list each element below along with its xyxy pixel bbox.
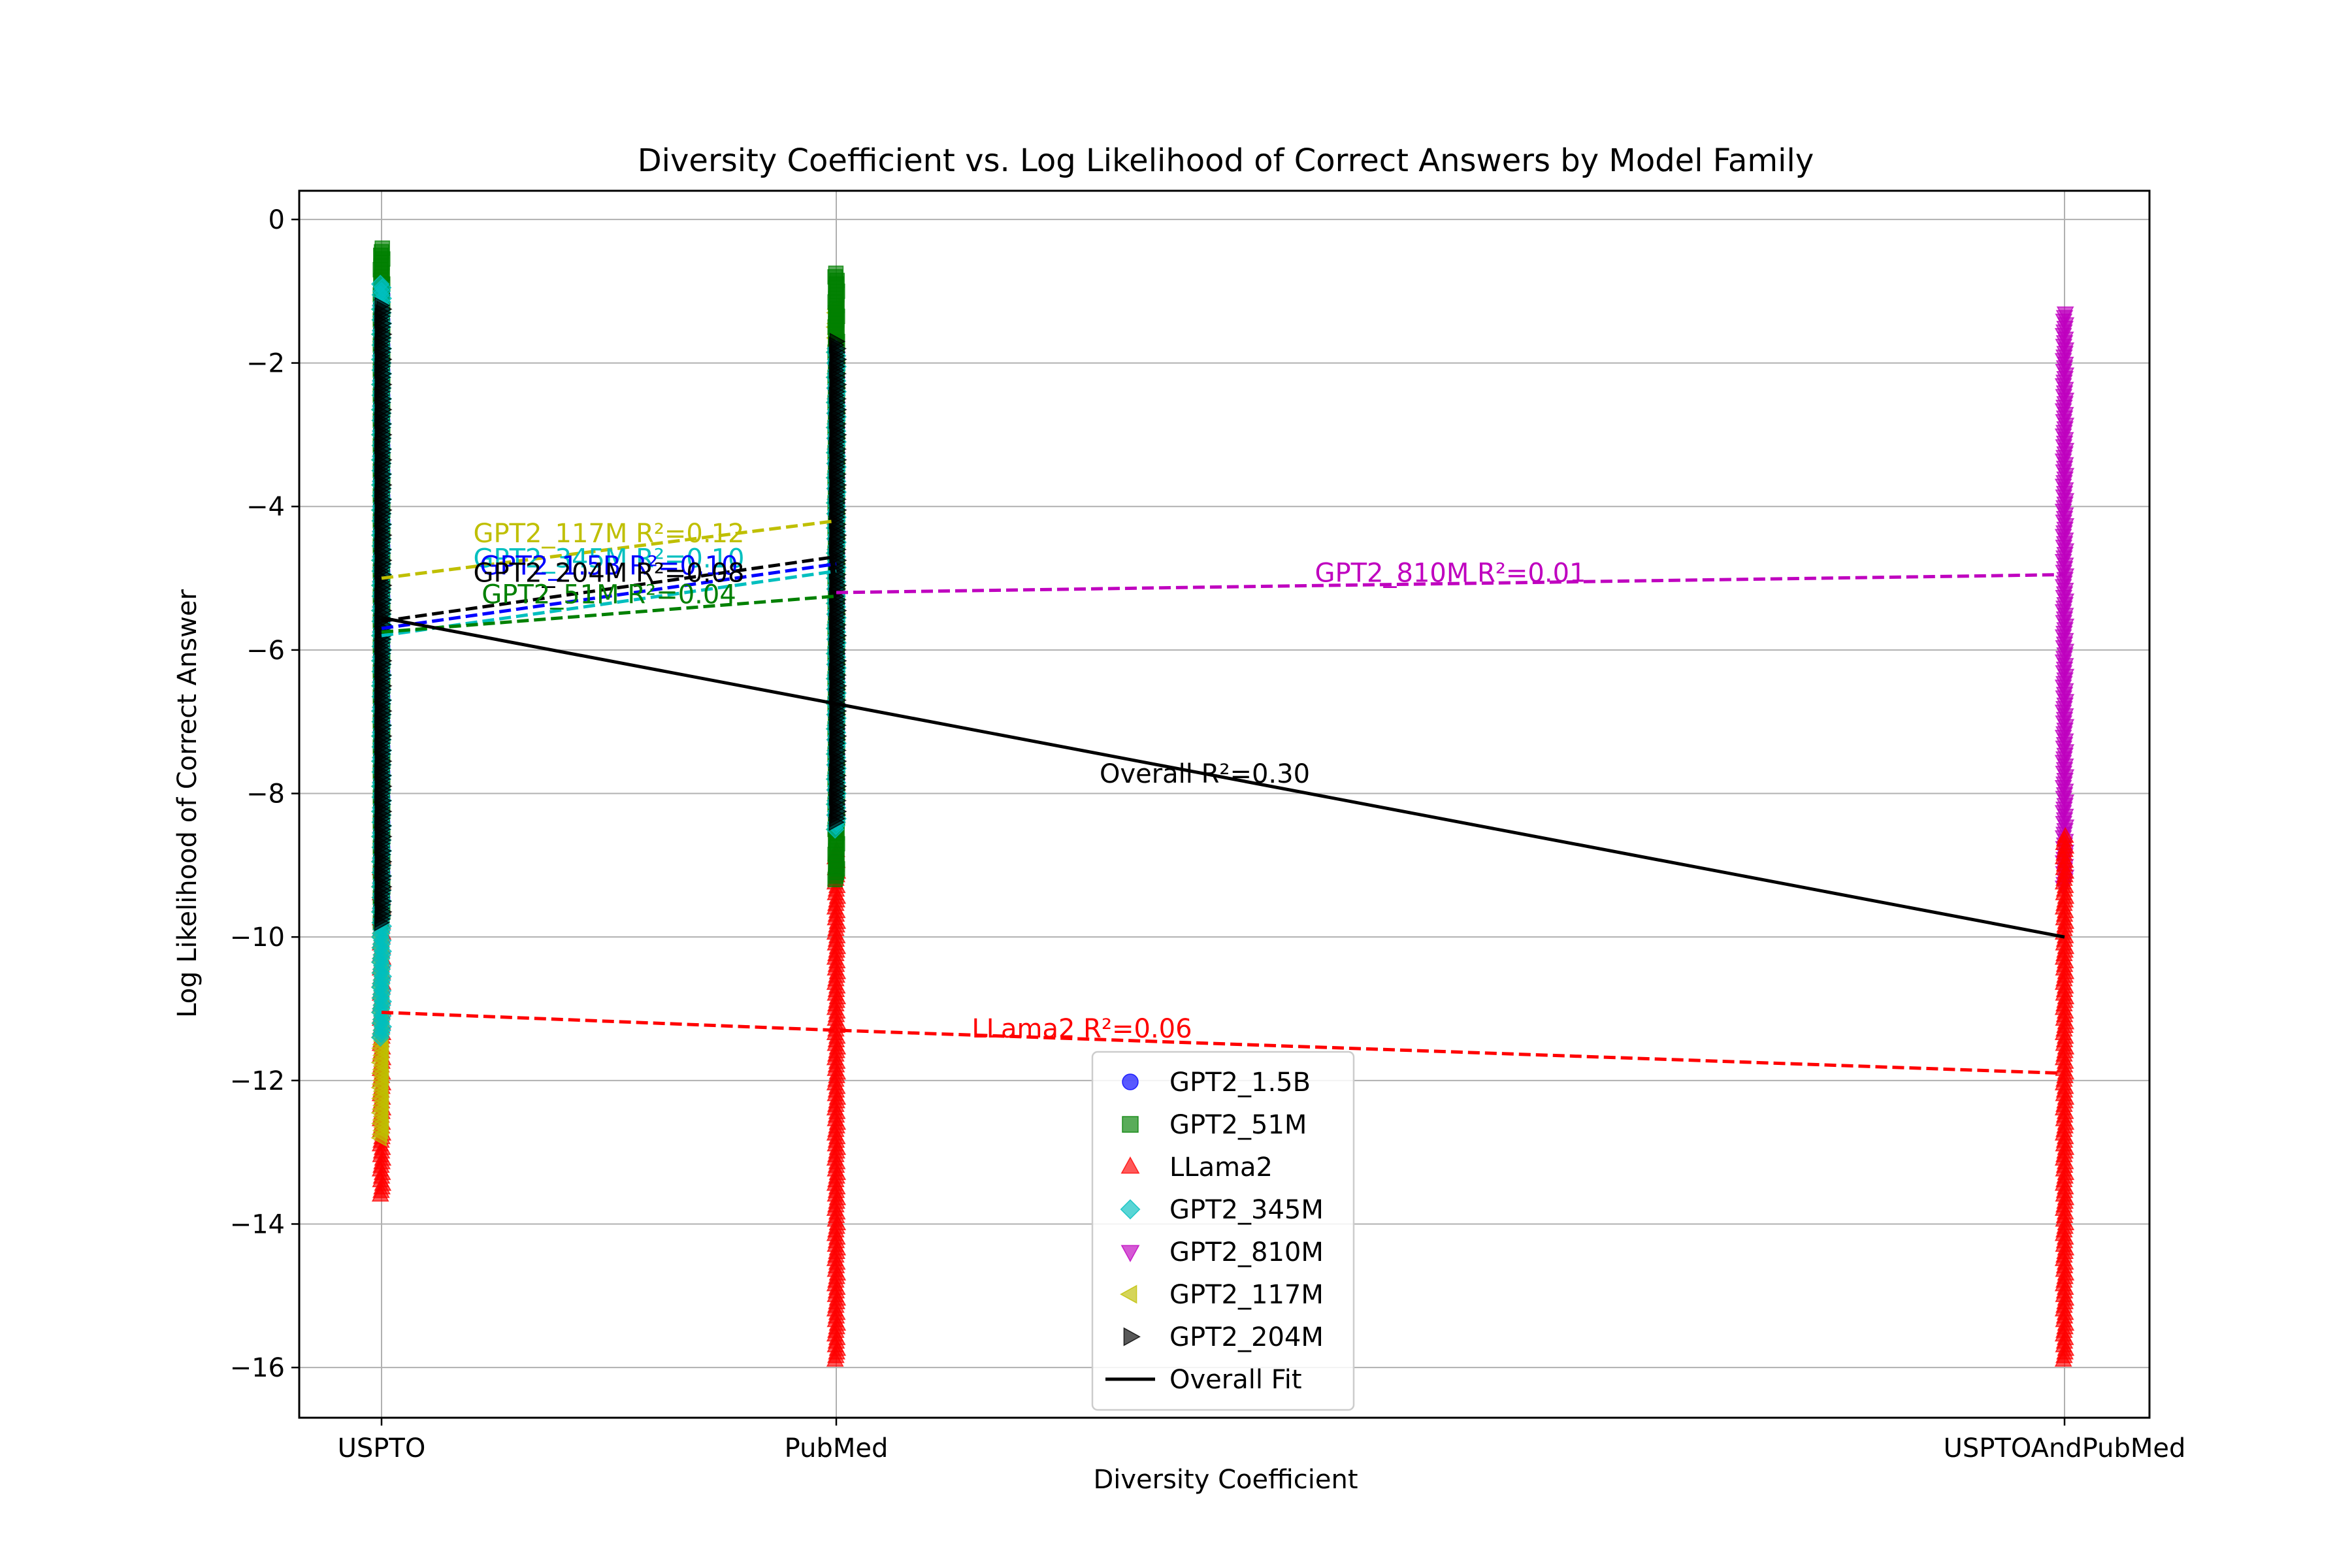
fit-line (381, 555, 837, 623)
y-tick-label: −4 (246, 492, 285, 522)
y-tick-label: −2 (246, 349, 285, 379)
series-gpt2-204m (374, 297, 847, 932)
y-tick-label: −6 (246, 636, 285, 666)
y-tick-label: −16 (230, 1353, 285, 1383)
x-tick-label: PubMed (785, 1433, 889, 1463)
fit-lines (381, 519, 2065, 1075)
x-axis-label: Diversity Coefficient (1093, 1465, 1358, 1495)
data-point (2056, 826, 2074, 843)
fit-label: LLama2 R²=0.06 (972, 1014, 1192, 1044)
fit-line (381, 1010, 2065, 1075)
legend-label: GPT2_117M (1169, 1280, 1324, 1310)
fit-line (381, 595, 837, 634)
data-point (828, 265, 844, 282)
fit-label: GPT2_810M R²=0.01 (1315, 559, 1586, 589)
x-tick-label: USPTO (338, 1433, 426, 1463)
data-point (370, 274, 390, 294)
legend-marker (1120, 1284, 1137, 1304)
fit-label: GPT2_51M R²=0.04 (482, 580, 736, 610)
legend-label: GPT2_1.5B (1169, 1068, 1311, 1098)
fit-label: GPT2_117M R²=0.12 (474, 519, 745, 549)
series-gpt2-810m (2054, 306, 2075, 897)
fit-label: Overall R²=0.30 (1100, 759, 1310, 789)
data-point (374, 240, 390, 256)
data-points (370, 240, 2075, 1367)
legend-marker (1120, 1156, 1140, 1174)
y-tick-label: 0 (269, 205, 285, 235)
y-tick-label: −10 (230, 923, 285, 953)
legend-box (1091, 1051, 1355, 1411)
data-point (374, 297, 391, 315)
fit-label: GPT2_1.5B R²=0.10 (480, 551, 738, 581)
plot-frame (298, 189, 2151, 1419)
x-tick-label: USPTOAndPubMed (1944, 1433, 2186, 1463)
legend-marker (1123, 1327, 1141, 1347)
legend-marker (1122, 1116, 1139, 1133)
chart-title: Diversity Coefficient vs. Log Likelihood… (638, 142, 1814, 179)
fit-line (381, 519, 837, 580)
y-tick-label: −12 (230, 1066, 285, 1096)
fit-label: GPT2_204M R²=0.08 (474, 559, 745, 589)
axis-ticks: 0 −2 −4 −6 −8 −10 −12 −14 −16 USPTO PubMed USPTOAnd… (230, 205, 2186, 1463)
legend-label: GPT2_810M (1169, 1237, 1324, 1267)
data-point (829, 333, 846, 351)
y-tick-label: −8 (246, 779, 285, 809)
legend-label: LLama2 (1169, 1152, 1273, 1183)
legend-marker (1120, 1245, 1140, 1262)
fit-line (381, 562, 837, 630)
y-axis-label: Log Likelihood of Correct Answer (172, 589, 203, 1018)
fit-line (836, 573, 2065, 595)
legend-marker (1122, 1073, 1139, 1090)
legend-label: GPT2_51M (1169, 1110, 1307, 1140)
data-point (2056, 306, 2074, 323)
legend-label: Overall Fit (1169, 1365, 1302, 1395)
legend-label: GPT2_204M (1169, 1322, 1324, 1352)
overall-fit-line (381, 615, 2065, 939)
legend: GPT2_1.5B GPT2_51M LLama2 GPT2_345M GPT2_810… (1091, 1051, 1355, 1411)
fit-label: GPT2_345M R²=0.10 (474, 544, 745, 574)
y-tick-label: −14 (230, 1209, 285, 1239)
legend-label: GPT2_345M (1169, 1195, 1324, 1225)
legend-marker (1120, 1199, 1141, 1220)
